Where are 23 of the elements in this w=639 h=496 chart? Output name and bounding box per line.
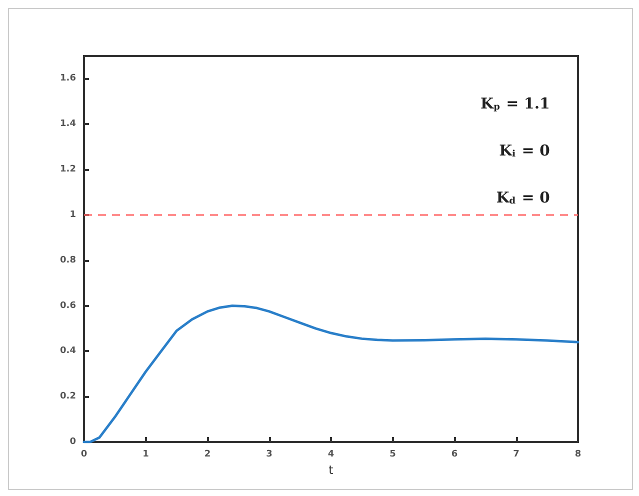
y-tick-label: 0.2 xyxy=(60,392,76,402)
x-tick-label: 1 xyxy=(142,450,149,460)
x-tick-label: 0 xyxy=(80,450,88,460)
x-tick-label: 3 xyxy=(266,450,272,460)
y-tick-label: 1.6 xyxy=(60,74,76,84)
y-tick-label: 1.4 xyxy=(60,119,76,130)
annotation: Ki = 0 xyxy=(499,142,550,160)
y-tick-label: 1.2 xyxy=(60,164,76,175)
annotation: Kd = 0 xyxy=(496,188,550,206)
x-tick-label: 4 xyxy=(328,450,334,460)
annotation: Kp = 1.1 xyxy=(480,94,550,112)
x-tick-label: 6 xyxy=(451,450,458,460)
x-axis-title: t xyxy=(328,463,334,477)
x-tick-label: 8 xyxy=(574,450,582,460)
y-tick-label: 0 xyxy=(70,437,76,447)
y-tick-label: 0.6 xyxy=(60,300,76,311)
line-series xyxy=(82,304,580,444)
y-tick-label: 1 xyxy=(70,210,76,220)
y-tick-label: 0.8 xyxy=(60,255,76,266)
y-tick-label: 0.4 xyxy=(60,346,76,356)
x-tick-label: 5 xyxy=(390,450,396,460)
x-tick-label: 7 xyxy=(513,450,520,460)
x-tick-label: 2 xyxy=(204,450,211,460)
